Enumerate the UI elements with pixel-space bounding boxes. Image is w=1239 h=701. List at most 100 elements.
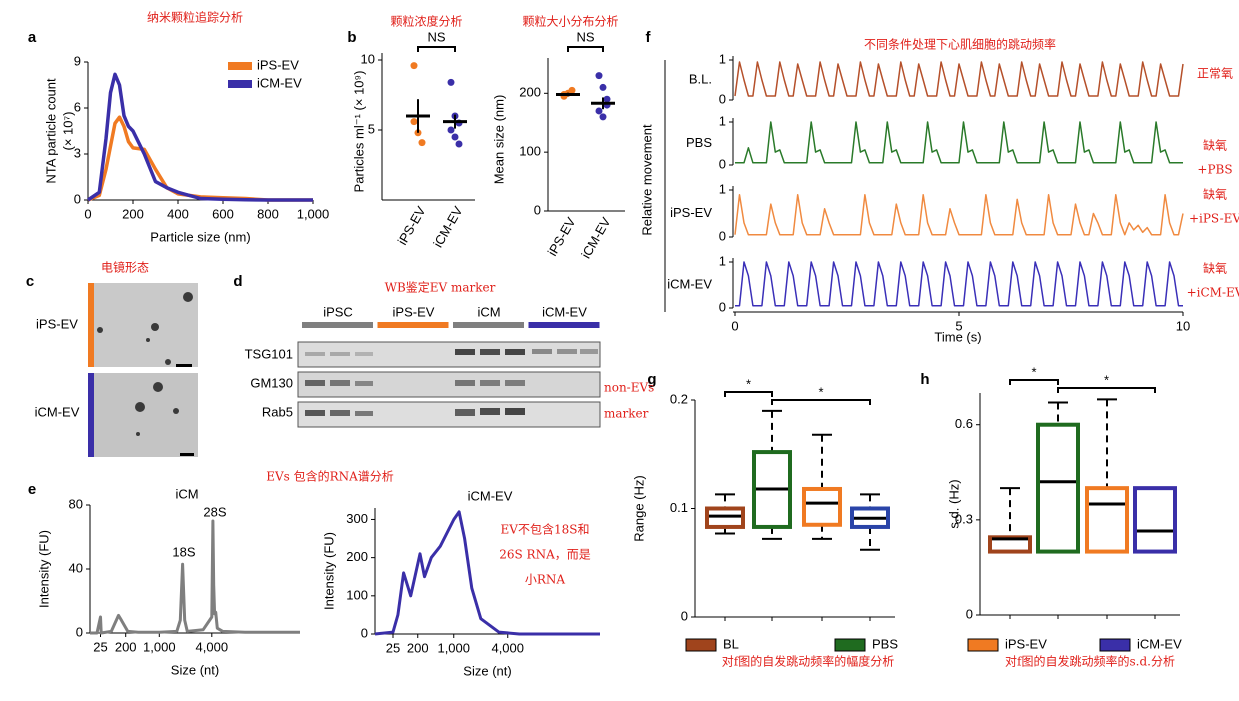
lane-group-bar: [377, 322, 449, 328]
note: +iPS-EV: [1189, 212, 1239, 226]
y-tick-label: 9: [74, 53, 81, 68]
note: 缺氧: [1203, 187, 1227, 202]
legend-swatch: [1099, 638, 1131, 652]
y-tick-label: 0: [719, 156, 726, 171]
box: [988, 535, 1032, 554]
y-axis-label: Particles ml⁻¹ (× 10⁹): [351, 71, 366, 193]
data-point: [410, 62, 418, 70]
x-tick-label: 200: [122, 206, 144, 221]
scale-bar: [176, 364, 192, 367]
x-tick-label: 200: [115, 639, 137, 654]
box: [802, 486, 842, 527]
x-tick-label: 0: [84, 206, 91, 221]
annotation: iCM: [175, 486, 198, 501]
x-tick-label: 4,000: [196, 639, 229, 654]
legend-label: BL: [723, 636, 739, 651]
y-tick-label: 0: [681, 608, 688, 623]
y-tick-label: 300: [346, 511, 368, 526]
panel-label: h: [920, 371, 929, 388]
trace-label: B.L.: [689, 71, 712, 86]
lane-group-label: iPS-EV: [393, 304, 435, 319]
y-axis-label: s.d. (Hz): [946, 479, 961, 528]
note: +iCM-EV: [1187, 286, 1239, 300]
y-tick-label: 1: [719, 253, 726, 268]
series-line: [734, 61, 1184, 97]
note: 缺氧: [1203, 138, 1227, 153]
significance-bracket: [771, 399, 871, 405]
x-tick-label: iPS-EV: [545, 214, 579, 258]
y-axis-label: Intensity (FU): [36, 530, 51, 608]
annotation: NS: [427, 29, 445, 44]
y-tick-label: 0: [534, 202, 541, 217]
y-tick-label: 0: [361, 625, 368, 640]
x-tick-label: 1,000: [297, 206, 330, 221]
legend-label: iPS-EV: [1005, 636, 1047, 651]
y-tick-label: 0: [719, 91, 726, 106]
panel-label: a: [28, 29, 37, 46]
legend-label: iPS-EV: [257, 57, 299, 72]
y-tick-label: 6: [74, 99, 81, 114]
data-point: [603, 95, 611, 103]
lane-group-bar: [528, 322, 600, 328]
x-tick-label: 4,000: [491, 640, 524, 655]
series-line: [735, 121, 1183, 164]
y-axis-label: Range (Hz): [631, 475, 646, 541]
note: 缺氧: [1203, 261, 1227, 276]
series-line: [374, 510, 600, 636]
y-tick-label: 1: [719, 181, 726, 196]
data-point: [447, 78, 455, 86]
panel-label: g: [647, 371, 656, 388]
significance: *: [1104, 372, 1109, 387]
y-tick-label: 100: [519, 144, 541, 159]
row-label: GM130: [250, 375, 293, 390]
data-point: [418, 139, 426, 147]
box: [705, 506, 745, 529]
panel-title: WB鉴定EV marker: [385, 280, 496, 295]
legend-label: iCM-EV: [1137, 636, 1182, 651]
series-line: [90, 519, 300, 635]
lane-group-label: iPSC: [323, 304, 353, 319]
x-axis-label: Time (s): [934, 329, 981, 344]
box: [1085, 486, 1129, 554]
note: 正常氧: [1197, 67, 1233, 81]
x-tick-label: 25: [93, 639, 107, 654]
note: marker: [604, 407, 649, 421]
note: +PBS: [1197, 163, 1232, 177]
blot: [297, 341, 601, 428]
y-tick-label: 0.6: [955, 416, 973, 431]
y-axis-label: Intensity (FU): [321, 532, 336, 610]
chart-title: 不同条件处理下心肌细胞的跳动频率: [864, 37, 1056, 52]
legend-swatch: [685, 638, 717, 652]
color-bar: [88, 373, 94, 457]
y-tick-label: 0: [719, 228, 726, 243]
image-label: iPS-EV: [36, 316, 78, 331]
color-bar: [88, 283, 94, 367]
y-tick-label: 0: [719, 299, 726, 314]
trace-label: PBS: [686, 135, 712, 150]
y-tick-label: 0.2: [670, 391, 688, 406]
y-axis-label: (× 10⁷): [60, 111, 75, 150]
box: [1036, 422, 1080, 554]
annotation: NS: [576, 29, 594, 44]
note: 小RNA: [525, 573, 566, 587]
panel-title: 电镜形态: [101, 260, 149, 275]
note: 26S RNA，而是: [499, 548, 591, 562]
x-tick-label: iCM-EV: [430, 203, 466, 250]
note: non-EVs: [604, 381, 654, 395]
scale-bar: [180, 453, 194, 456]
x-tick-label: 0: [731, 318, 738, 333]
row-label: Rab5: [262, 404, 293, 419]
series-line: [735, 261, 1183, 307]
chart-title: 纳米颗粒追踪分析: [147, 10, 243, 25]
legend-swatch: [228, 62, 252, 70]
row-label: TSG101: [245, 346, 293, 361]
vesicles: [97, 292, 193, 436]
x-tick-label: 25: [386, 640, 400, 655]
data-point: [595, 107, 603, 115]
significance: *: [818, 384, 823, 399]
data-point: [599, 83, 607, 91]
lane-group-bar: [453, 322, 524, 328]
y-axis-label: Mean size (nm): [491, 95, 506, 185]
image-label: iCM-EV: [35, 404, 80, 419]
y-tick-label: 0: [76, 624, 83, 639]
